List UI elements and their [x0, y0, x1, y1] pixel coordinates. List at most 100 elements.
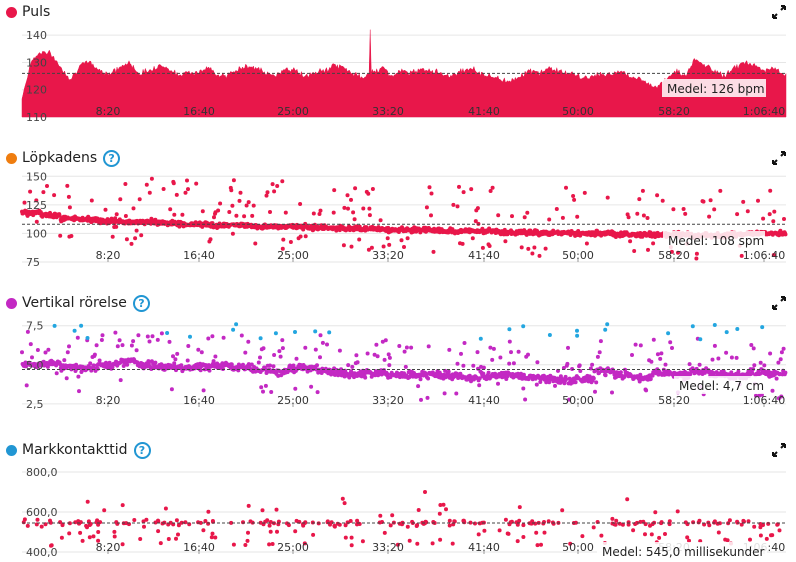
data-point	[625, 497, 630, 502]
data-point	[366, 247, 371, 252]
data-point	[778, 357, 783, 362]
data-point	[437, 511, 442, 516]
data-point	[265, 190, 270, 195]
data-point	[180, 212, 185, 217]
data-point	[85, 336, 90, 340]
data-point	[318, 333, 323, 338]
data-point	[535, 543, 540, 548]
data-point	[196, 347, 201, 352]
data-point	[313, 329, 318, 334]
data-point	[103, 207, 108, 212]
data-point	[461, 190, 466, 195]
data-point	[643, 532, 647, 537]
data-point	[353, 186, 358, 191]
data-point	[663, 532, 667, 536]
data-point	[298, 234, 303, 239]
expand-icon[interactable]	[772, 296, 786, 310]
data-point	[131, 339, 136, 344]
data-point	[510, 214, 514, 219]
data-point	[516, 371, 520, 376]
expand-icon[interactable]	[772, 5, 786, 19]
data-point	[176, 523, 181, 528]
data-point	[683, 520, 688, 525]
data-point	[179, 363, 184, 368]
data-point	[590, 362, 595, 367]
data-point	[598, 339, 603, 344]
expand-icon[interactable]	[772, 443, 786, 457]
data-point	[360, 539, 365, 544]
data-point	[230, 231, 235, 236]
panel-ground-contact-time: Markkontakttid ? 8:20 16:40 25:00 33:20 41:4…	[0, 440, 796, 560]
x-tick-label: 8:20	[96, 249, 121, 262]
data-point	[534, 530, 539, 535]
data-point	[239, 333, 244, 338]
data-point	[455, 361, 460, 366]
data-point	[293, 529, 298, 534]
y-tick-label: 400,0	[26, 546, 58, 559]
data-point	[72, 328, 77, 333]
data-point	[303, 345, 308, 350]
data-point	[770, 388, 775, 393]
data-point	[112, 534, 117, 539]
data-point	[91, 534, 96, 539]
help-icon[interactable]: ?	[103, 149, 121, 167]
data-point	[783, 370, 788, 375]
y-tick-label: 7,5	[26, 320, 44, 333]
data-point	[471, 363, 476, 368]
data-point	[718, 188, 723, 193]
data-point	[614, 518, 619, 523]
data-point	[739, 522, 744, 527]
expand-icon[interactable]	[772, 151, 786, 165]
data-point	[761, 216, 766, 221]
data-point	[519, 245, 524, 250]
y-tick-label: 150	[26, 170, 47, 183]
data-point	[577, 363, 582, 368]
data-point	[659, 521, 664, 526]
data-point	[318, 208, 323, 213]
data-point	[530, 251, 535, 256]
mean-label-box	[674, 376, 766, 394]
data-point	[58, 233, 63, 238]
data-point	[768, 351, 773, 356]
data-point	[646, 247, 650, 252]
mean-label-box	[597, 542, 767, 560]
data-point	[65, 350, 70, 355]
data-point	[112, 529, 117, 534]
data-point	[216, 208, 221, 213]
y-tick-label: 5,0	[26, 359, 44, 372]
data-point	[168, 207, 173, 212]
data-point	[161, 187, 166, 191]
data-point	[426, 376, 431, 381]
data-point	[430, 541, 435, 546]
data-point	[572, 197, 577, 202]
data-point	[354, 353, 359, 358]
data-point	[633, 342, 638, 347]
data-point	[275, 184, 280, 188]
data-point	[438, 537, 443, 542]
x-tick-label: 41:40	[468, 394, 500, 407]
data-point	[136, 333, 141, 338]
data-point	[198, 368, 203, 373]
data-point	[735, 327, 740, 331]
ground-contact-time-chart: 8:2016:4025:0033:2041:4050:0058:201:06:4…	[21, 466, 786, 560]
help-icon[interactable]: ?	[133, 441, 151, 459]
data-point	[565, 361, 570, 366]
data-point	[475, 350, 480, 355]
data-point	[777, 528, 782, 533]
help-icon[interactable]: ?	[132, 294, 150, 312]
data-point	[21, 520, 26, 525]
data-point	[516, 349, 521, 354]
data-point	[95, 366, 100, 371]
data-point	[461, 518, 466, 523]
data-point	[244, 203, 249, 208]
x-tick-label: 50:00	[562, 105, 594, 118]
data-point	[473, 219, 478, 224]
data-point	[603, 327, 608, 332]
data-point	[701, 199, 706, 204]
x-tick-label: 16:40	[183, 541, 215, 554]
data-point	[427, 185, 432, 190]
data-point	[547, 380, 552, 385]
data-point	[626, 522, 631, 527]
data-point	[727, 518, 732, 523]
data-point	[640, 188, 645, 193]
